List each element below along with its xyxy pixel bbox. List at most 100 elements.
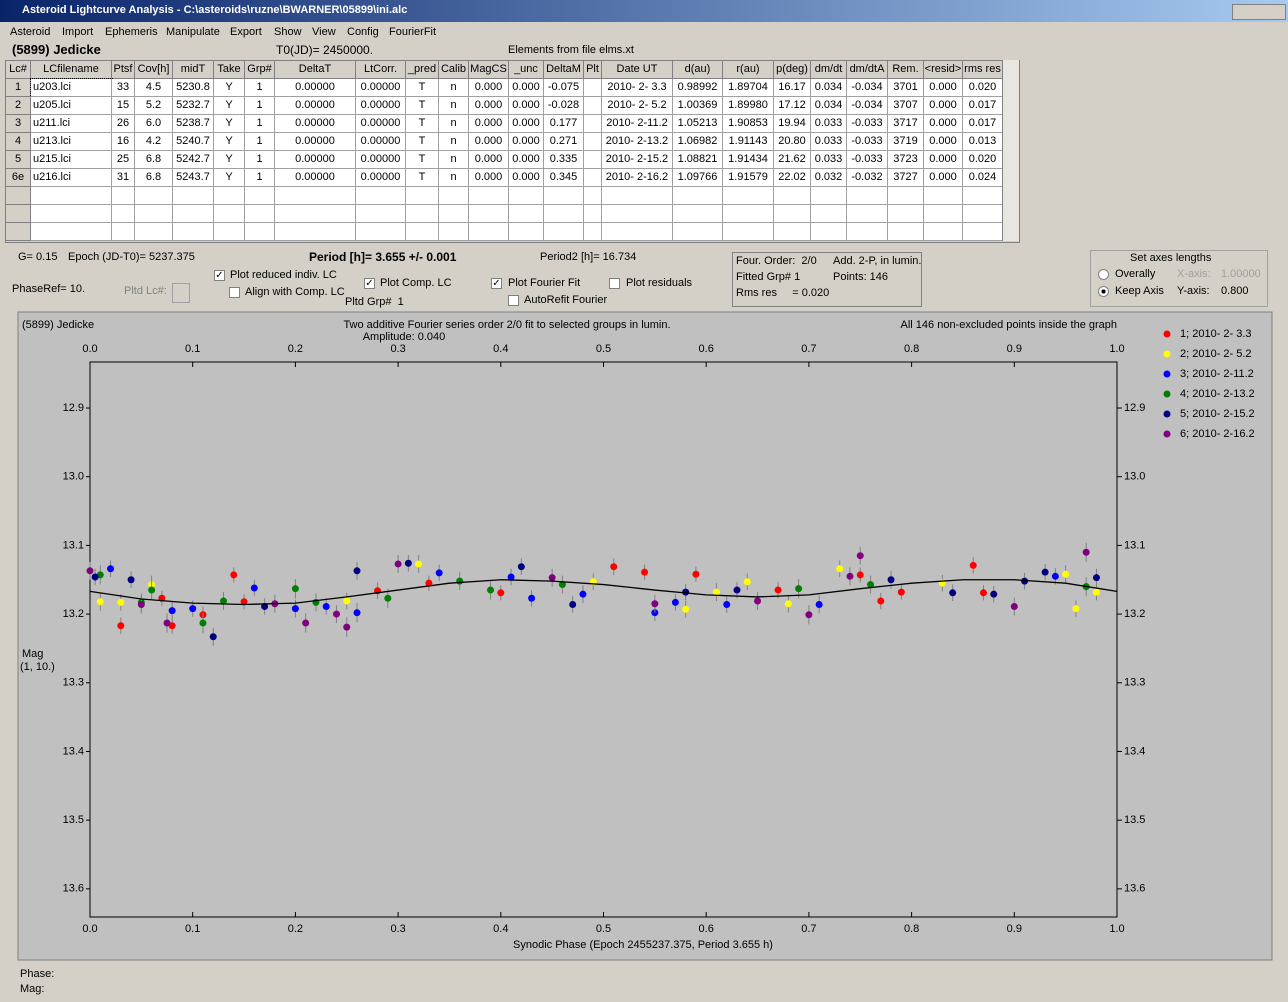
table-cell: 16 — [112, 133, 135, 151]
data-point — [867, 581, 875, 589]
empty-cell — [924, 223, 963, 241]
empty-cell — [544, 223, 584, 241]
empty-cell — [584, 205, 602, 223]
table-cell: 1.91434 — [723, 151, 774, 169]
table-cell: 2010- 2-16.2 — [602, 169, 673, 187]
data-point — [384, 594, 392, 602]
table-cell: 0.00000 — [356, 97, 406, 115]
table-cell: 0.033 — [811, 115, 847, 133]
title-bar — [0, 0, 1288, 22]
x-tick-label: 0.3 — [390, 923, 405, 935]
legend-marker — [1163, 330, 1171, 338]
y-tick-label-right: 13.1 — [1124, 539, 1145, 551]
y-tick-label: 13.0 — [63, 471, 84, 483]
x-tick-label-top: 0.9 — [1007, 343, 1022, 355]
empty-cell — [245, 187, 275, 205]
data-point — [836, 565, 844, 573]
data-point — [148, 586, 156, 594]
overally: Overally — [1115, 268, 1156, 280]
table-cell: -0.033 — [847, 133, 888, 151]
table-cell: 5243.7 — [173, 169, 214, 187]
data-point — [969, 561, 977, 569]
empty-cell — [811, 223, 847, 241]
table-cell: Y — [214, 115, 245, 133]
data-point — [189, 605, 197, 613]
window-buttons[interactable] — [1232, 4, 1286, 20]
empty-cell — [439, 187, 469, 205]
table-cell: 1.00369 — [673, 97, 723, 115]
data-point — [86, 567, 94, 575]
data-point — [1041, 568, 1049, 576]
legend-marker — [1163, 410, 1171, 418]
checkbox[interactable]: ✓ — [364, 278, 375, 289]
table-cell: 1 — [6, 79, 31, 97]
table-cell: 5232.7 — [173, 97, 214, 115]
column-header: rms res — [963, 61, 1003, 79]
empty-cell — [723, 187, 774, 205]
data-point — [558, 581, 566, 589]
x-tick-label-top: 0.3 — [390, 343, 405, 355]
y-axis-val: 0.800 — [1221, 285, 1249, 297]
checkbox[interactable] — [508, 295, 519, 306]
empty-cell — [469, 223, 509, 241]
radio[interactable] — [1098, 286, 1109, 297]
empty-cell — [584, 97, 602, 115]
table-cell: -0.028 — [544, 97, 584, 115]
checkbox[interactable]: ✓ — [214, 270, 225, 281]
table-cell: 3717 — [888, 115, 924, 133]
empty-cell — [847, 187, 888, 205]
empty-cell — [173, 205, 214, 223]
spinner[interactable] — [172, 283, 190, 303]
data-point — [938, 579, 946, 587]
data-point — [168, 622, 176, 630]
table-cell: 0.000 — [509, 115, 544, 133]
data-point — [887, 576, 895, 584]
legend-label: 4; 2010- 2-13.2 — [1180, 388, 1255, 400]
data-point — [1021, 577, 1029, 585]
data-point — [1092, 588, 1100, 596]
scrollbar[interactable] — [1002, 60, 1019, 241]
period: Period [h]= 3.655 +/- 0.001 — [309, 250, 457, 264]
x-tick-label: 0.8 — [904, 923, 919, 935]
annotation: Amplitude: 0.040 — [363, 331, 446, 343]
data-point — [425, 579, 433, 587]
data-point — [1010, 603, 1018, 611]
column-header: Calib — [439, 61, 469, 79]
table-cell: 0.000 — [509, 169, 544, 187]
table-cell: 6.8 — [135, 169, 173, 187]
empty-cell — [673, 205, 723, 223]
table-cell: 0.020 — [963, 79, 1003, 97]
table-cell: -0.075 — [544, 79, 584, 97]
table-cell: u211.lci — [31, 115, 112, 133]
data-point — [1092, 574, 1100, 582]
legend-marker — [1163, 430, 1171, 438]
data-point — [199, 619, 207, 627]
legend-label: 2; 2010- 2- 5.2 — [1180, 348, 1252, 360]
checkbox[interactable] — [609, 278, 620, 289]
table-cell: 0.000 — [924, 133, 963, 151]
table-cell: 1.08821 — [673, 151, 723, 169]
table-cell: 0.177 — [544, 115, 584, 133]
table-cell: 2010- 2-13.2 — [602, 133, 673, 151]
plot-fourier: Plot Fourier Fit — [508, 277, 581, 289]
table-cell: 0.98992 — [673, 79, 723, 97]
table-cell: 0.000 — [924, 115, 963, 133]
empty-cell — [31, 223, 112, 241]
checkbox[interactable] — [229, 287, 240, 298]
data-point — [1072, 605, 1080, 613]
table-cell: -0.033 — [847, 115, 888, 133]
column-header: r(au) — [723, 61, 774, 79]
checkbox[interactable]: ✓ — [491, 278, 502, 289]
data-point — [949, 589, 957, 597]
empty-cell — [135, 223, 173, 241]
data-point — [723, 600, 731, 608]
data-point — [240, 598, 248, 606]
data-point — [897, 588, 905, 596]
data-point — [404, 559, 412, 567]
empty-cell — [275, 205, 356, 223]
y-tick-label: 13.2 — [63, 608, 84, 620]
data-point — [96, 571, 104, 579]
radio[interactable] — [1098, 269, 1109, 280]
x-tick-label: 0.6 — [699, 923, 714, 935]
add: Add. 2-P, in lumin. — [833, 255, 922, 267]
